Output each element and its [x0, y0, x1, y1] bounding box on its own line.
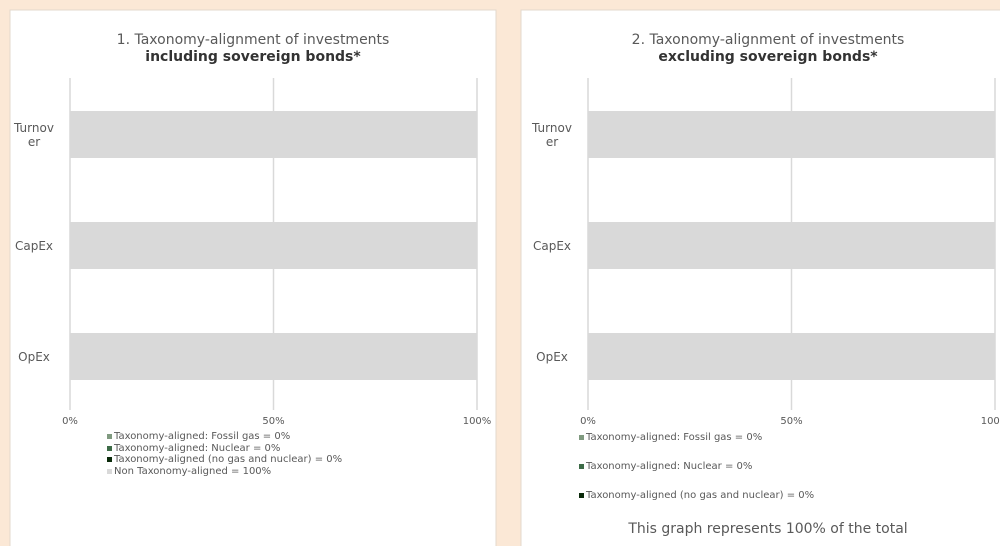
legend-label: Taxonomy-aligned: Fossil gas = 0%: [114, 431, 291, 442]
bar-segment: [588, 111, 995, 158]
legend-swatch: [107, 457, 112, 462]
chart-note: This graph represents 100% of the total: [628, 521, 908, 537]
y-tick-label: Turnover: [532, 120, 572, 149]
legend-swatch: [107, 468, 112, 474]
legend-entry: Taxonomy-aligned: Nuclear = 0%: [579, 461, 821, 472]
bar-segment: [70, 111, 477, 158]
x-tick-label: 100%: [462, 416, 492, 427]
legend-entry: Taxonomy-aligned: Fossil gas = 0%: [579, 432, 821, 443]
legend-entry: Non Taxonomy-aligned = 100%: [107, 466, 474, 477]
y-tick-label: CapEx: [14, 238, 54, 253]
y-tick-label: Turnover: [14, 120, 54, 149]
y-tick-label: OpEx: [536, 349, 568, 364]
x-tick-label: 50%: [262, 416, 285, 427]
legend-entry: Taxonomy-aligned (no gas and nuclear) = …: [579, 490, 821, 501]
legend-entry: Taxonomy-aligned: Fossil gas = 0%: [107, 431, 474, 442]
legend-label: Taxonomy-aligned (no gas and nuclear) = …: [586, 490, 815, 501]
legend-swatch: [579, 435, 584, 440]
legend-entry: Taxonomy-aligned: Nuclear = 0%: [107, 443, 474, 454]
legend-swatch: [107, 445, 112, 451]
subtitle-text: excluding sovereign bonds*: [658, 49, 878, 65]
legend-swatch: [579, 493, 584, 498]
y-tick-label: OpEx: [18, 349, 50, 364]
panel: [9, 9, 497, 546]
chart-title: 1. Taxonomy-alignment of investments: [116, 32, 390, 48]
bar-segment: [588, 333, 995, 380]
y-tick-label: CapEx: [532, 238, 572, 253]
x-tick-label: 50%: [780, 416, 803, 427]
chart-subtitle: excluding sovereign bonds*: [538, 49, 998, 66]
panel: [520, 9, 1000, 546]
legend-label: Taxonomy-aligned: Nuclear = 0%: [586, 461, 753, 472]
legend-swatch: [107, 434, 112, 439]
legend-label: Non Taxonomy-aligned = 100%: [114, 465, 272, 477]
legend-label: Taxonomy-aligned: Fossil gas = 0%: [586, 432, 763, 443]
legend-label: Taxonomy-aligned: Nuclear = 0%: [114, 442, 281, 454]
x-tick-label: 0%: [580, 416, 596, 427]
subtitle-text: including sovereign bonds*: [145, 49, 361, 65]
bar-segment: [70, 222, 477, 269]
x-tick-label: 0%: [62, 416, 78, 427]
bar-segment: [70, 333, 477, 380]
chart-subtitle: including sovereign bonds*: [23, 49, 483, 66]
legend-label: Taxonomy-aligned (no gas and nuclear) = …: [114, 454, 343, 465]
bar-segment: [588, 222, 995, 269]
legend-entry: Taxonomy-aligned (no gas and nuclear) = …: [107, 454, 474, 465]
x-tick-label: 100%: [980, 416, 1000, 427]
legend-swatch: [579, 464, 584, 469]
chart-title: 2. Taxonomy-alignment of investments: [631, 32, 905, 48]
